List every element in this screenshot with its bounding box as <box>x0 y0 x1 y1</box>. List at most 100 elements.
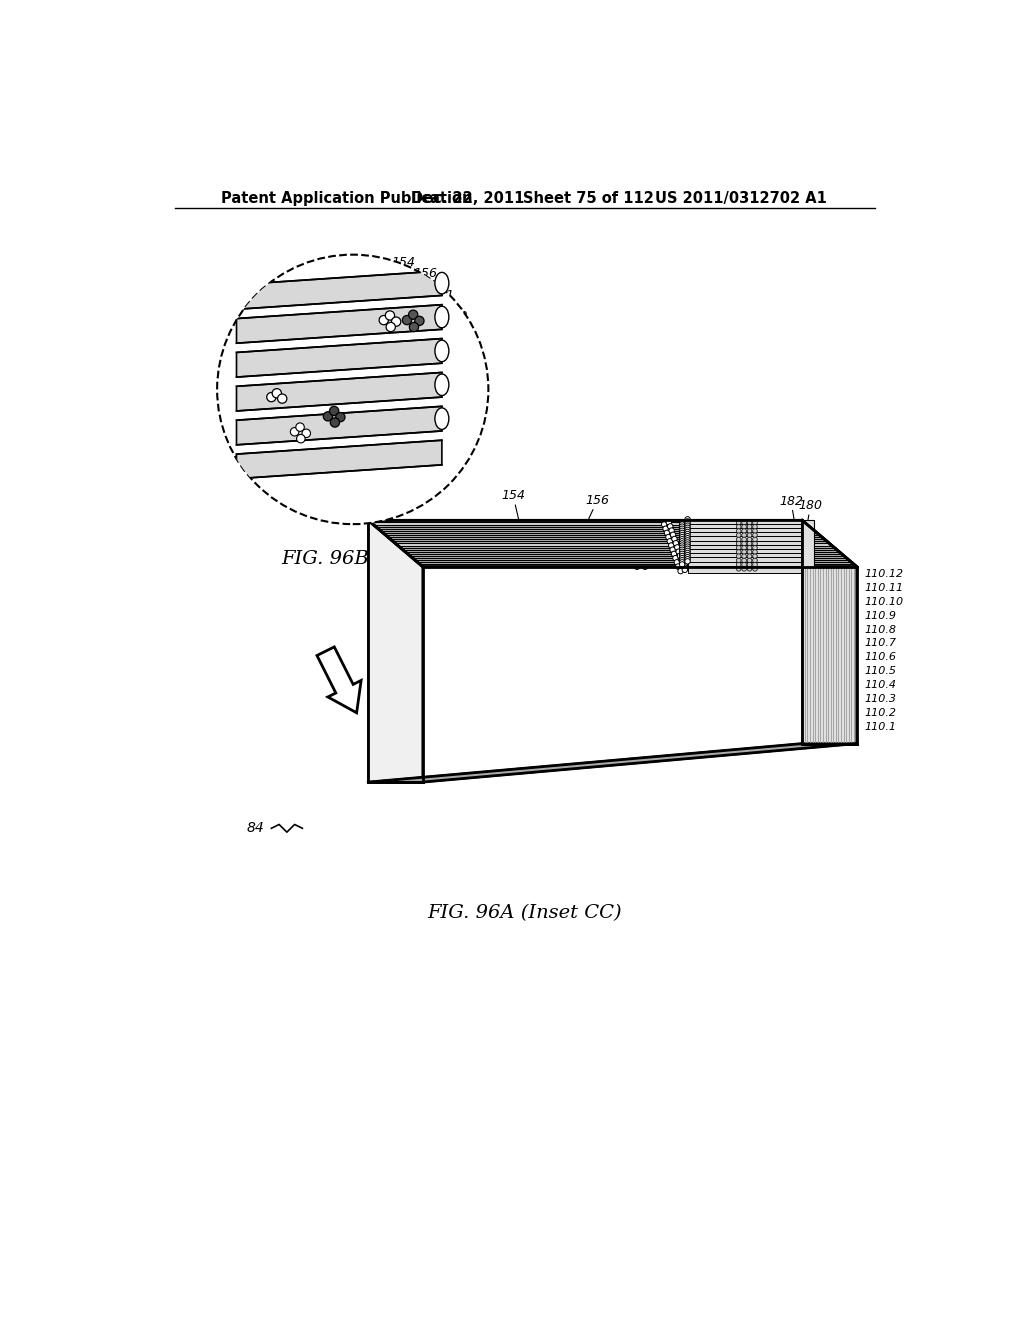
Polygon shape <box>687 532 801 539</box>
Circle shape <box>662 521 667 527</box>
Circle shape <box>753 545 758 550</box>
Circle shape <box>682 533 687 539</box>
Circle shape <box>685 552 690 558</box>
Circle shape <box>748 541 752 546</box>
Text: Sheet 75 of 112: Sheet 75 of 112 <box>523 191 654 206</box>
Text: 153: 153 <box>338 420 368 436</box>
Circle shape <box>736 533 741 537</box>
Text: 110.9: 110.9 <box>864 611 896 620</box>
Text: 156: 156 <box>586 494 609 527</box>
Circle shape <box>670 546 675 552</box>
Circle shape <box>682 544 687 549</box>
Circle shape <box>736 549 741 554</box>
Polygon shape <box>237 441 442 479</box>
Circle shape <box>272 388 282 397</box>
Circle shape <box>748 562 752 566</box>
Circle shape <box>672 536 677 541</box>
Circle shape <box>748 549 752 554</box>
Text: ~66~: ~66~ <box>624 560 662 573</box>
Circle shape <box>679 543 685 548</box>
Circle shape <box>682 565 687 570</box>
FancyArrow shape <box>317 647 361 713</box>
Circle shape <box>685 516 690 521</box>
Circle shape <box>741 541 746 546</box>
Polygon shape <box>687 561 801 569</box>
Circle shape <box>753 529 758 533</box>
Ellipse shape <box>435 272 449 294</box>
Circle shape <box>741 558 746 562</box>
Circle shape <box>266 392 276 401</box>
Circle shape <box>676 564 681 569</box>
Circle shape <box>678 569 683 574</box>
Circle shape <box>736 566 741 572</box>
Text: 110.5: 110.5 <box>864 667 896 676</box>
Circle shape <box>753 537 758 541</box>
Polygon shape <box>686 520 802 566</box>
Polygon shape <box>237 372 442 411</box>
Text: 180: 180 <box>799 499 822 527</box>
Circle shape <box>682 537 687 543</box>
Circle shape <box>685 529 690 535</box>
Circle shape <box>666 535 671 540</box>
Circle shape <box>682 525 687 531</box>
Circle shape <box>685 544 690 549</box>
Circle shape <box>736 541 741 546</box>
Circle shape <box>753 566 758 572</box>
Circle shape <box>736 562 741 566</box>
Polygon shape <box>687 553 801 560</box>
Circle shape <box>674 560 680 565</box>
Circle shape <box>679 562 685 568</box>
Circle shape <box>748 529 752 533</box>
Circle shape <box>682 536 687 541</box>
Circle shape <box>741 554 746 558</box>
Circle shape <box>736 558 741 562</box>
Circle shape <box>685 519 690 524</box>
Circle shape <box>330 407 339 416</box>
Circle shape <box>753 549 758 554</box>
Circle shape <box>753 558 758 562</box>
Polygon shape <box>802 520 814 566</box>
Text: 110.4: 110.4 <box>864 680 896 690</box>
Circle shape <box>679 546 685 552</box>
Circle shape <box>679 524 685 529</box>
Circle shape <box>302 429 310 437</box>
Circle shape <box>685 523 690 528</box>
Circle shape <box>682 558 687 564</box>
Circle shape <box>666 531 671 536</box>
Circle shape <box>679 532 685 537</box>
Circle shape <box>741 545 746 550</box>
Circle shape <box>682 561 687 566</box>
Polygon shape <box>237 407 442 445</box>
Circle shape <box>673 556 678 561</box>
Circle shape <box>748 566 752 572</box>
Circle shape <box>669 543 674 548</box>
Circle shape <box>664 527 670 532</box>
Text: 152: 152 <box>280 391 304 404</box>
Circle shape <box>679 553 685 558</box>
Circle shape <box>667 539 673 544</box>
Circle shape <box>748 533 752 537</box>
Circle shape <box>682 550 687 556</box>
Circle shape <box>685 533 690 539</box>
Circle shape <box>663 525 669 532</box>
Circle shape <box>675 560 681 565</box>
Text: 110.7: 110.7 <box>864 639 896 648</box>
Circle shape <box>217 255 488 524</box>
Ellipse shape <box>435 408 449 429</box>
Text: 110.3: 110.3 <box>864 694 896 704</box>
Circle shape <box>682 540 687 545</box>
Circle shape <box>685 527 690 532</box>
Polygon shape <box>687 536 801 544</box>
Circle shape <box>679 552 685 557</box>
Polygon shape <box>687 557 801 564</box>
Polygon shape <box>369 520 856 566</box>
Circle shape <box>682 552 687 558</box>
Text: 84: 84 <box>247 821 265 836</box>
Text: FIG. 96A (Inset CC): FIG. 96A (Inset CC) <box>427 904 623 921</box>
Text: 110.11: 110.11 <box>864 583 903 593</box>
Text: FIG. 96B: FIG. 96B <box>282 550 370 568</box>
Circle shape <box>748 554 752 558</box>
Circle shape <box>685 557 690 562</box>
Text: 110.12: 110.12 <box>864 569 903 579</box>
Polygon shape <box>687 520 801 527</box>
